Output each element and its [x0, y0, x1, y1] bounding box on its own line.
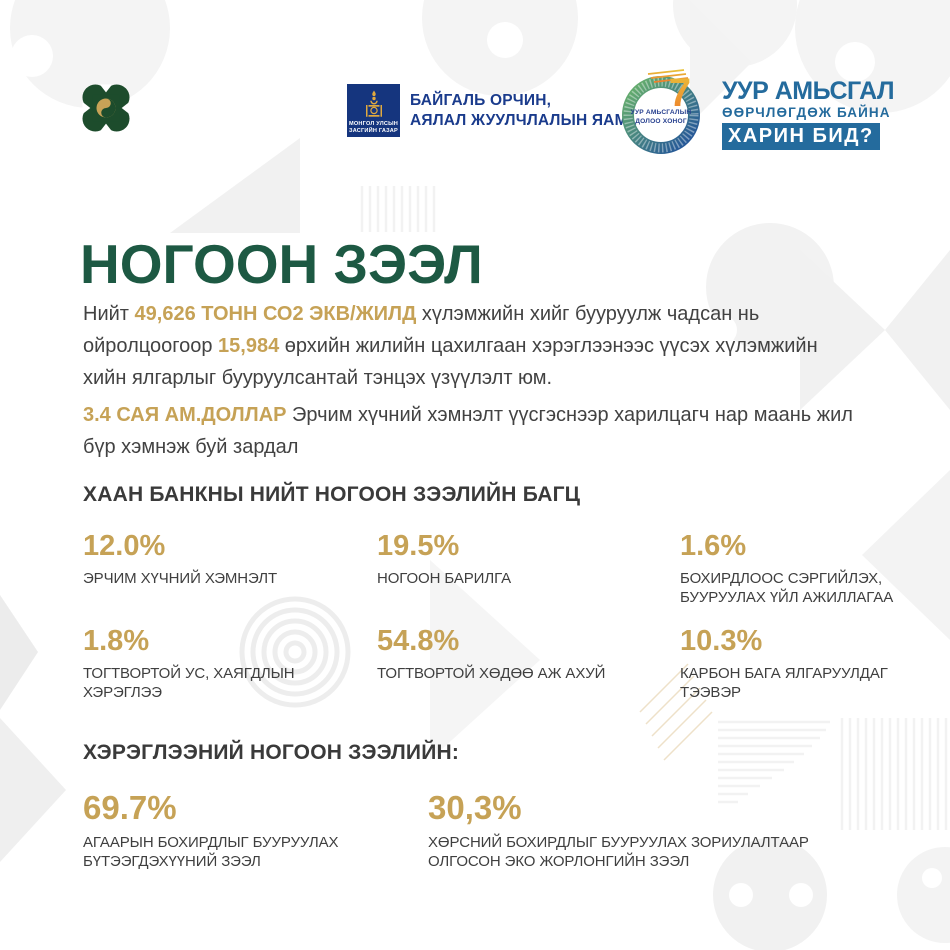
stat-label: НОГООН БАРИЛГА — [377, 570, 511, 587]
page-title: НОГООН ЗЭЭЛ — [80, 233, 483, 295]
stat-value: 19.5% — [377, 530, 460, 562]
stat-value: 1.6% — [680, 530, 747, 562]
stat-air-pollution-loan: 69.7% АГААРЫН БОХИРДЛЫГ БУУРУУЛАХ БҮТЭЭГ… — [83, 791, 443, 871]
stat-eco-toilet-loan: 30,3% ХӨРСНИЙ БОХИРДЛЫГ БУУРУУЛАХ ЗОРИУЛ… — [428, 791, 868, 871]
campaign-line3: ХАРИН БИД? — [722, 123, 880, 150]
khan-logo-arrows — [82, 84, 130, 132]
stat-label: КАРБОН БАГА ЯЛГАРУУЛДАГ ТЭЭВЭР — [680, 665, 888, 701]
seven-numeral: 7 — [669, 71, 691, 115]
climate-week-text2: ДОЛОО ХОНОГ — [635, 118, 687, 125]
ministry-name-line1: БАЙГАЛЬ ОРЧИН, — [410, 91, 552, 109]
p1-pre: Нийт — [83, 303, 135, 325]
p1-highlight-households: 15,984 — [218, 335, 280, 357]
stat-label: ТОГТВОРТОЙ УС, ХАЯГДЛЫН ХЭРЭГЛЭЭ — [83, 665, 295, 701]
khan-bank-logo — [82, 84, 130, 132]
campaign-line2: ӨӨРЧЛӨГДӨЖ БАЙНА — [722, 105, 891, 120]
stat-label: ТОГТВОРТОЙ ХӨДӨӨ АЖ АХУЙ — [377, 665, 606, 682]
paragraph-co2: Нийт 49,626 ТОНН СО2 ЭКВ/ЖИЛД хүлэмжийн … — [83, 298, 858, 394]
consumption-heading: ХЭРЭГЛЭЭНИЙ НОГООН ЗЭЭЛИЙН: — [83, 741, 460, 764]
stat-pollution-prevention: 1.6% БОХИРДЛООС СЭРГИЙЛЭХ, БУУРУУЛАХ ҮЙЛ… — [680, 531, 942, 607]
ministry-logo-group: МОНГОЛ УЛСЫН ЗАСГИЙН ГАЗАР БАЙГАЛЬ ОРЧИН… — [347, 84, 628, 137]
gov-square-line1: МОНГОЛ УЛСЫН — [349, 121, 398, 128]
campaign-line1: УУР АМЬСГАЛ — [722, 77, 895, 105]
p1-post: өрхийн жилийн цахилгаан хэрэглээнээс үүс… — [83, 335, 818, 389]
stat-energy-saving: 12.0% ЭРЧИМ ХҮЧНИЙ ХЭМНЭЛТ — [83, 531, 358, 588]
stat-label: ЭРЧИМ ХҮЧНИЙ ХЭМНЭЛТ — [83, 570, 278, 587]
stat-label: БОХИРДЛООС СЭРГИЙЛЭХ, БУУРУУЛАХ ҮЙЛ АЖИЛ… — [680, 570, 894, 606]
stat-value: 30,3% — [428, 789, 522, 826]
p1-mid: хүлэмжийн хийг бууруулж чадсан нь ойролц… — [83, 303, 760, 357]
soyombo-icon — [365, 90, 382, 117]
climate-week-text1: УУР АМЬСГАЛЫН — [631, 109, 692, 116]
stat-sustainable-water: 1.8% ТОГТВОРТОЙ УС, ХАЯГДЛЫН ХЭРЭГЛЭЭ — [83, 626, 345, 702]
seven-stripes — [647, 69, 689, 83]
stat-value: 69.7% — [83, 789, 177, 826]
stat-label: АГААРЫН БОХИРДЛЫГ БУУРУУЛАХ БҮТЭЭГДЭХҮҮН… — [83, 834, 339, 870]
stat-low-carbon-transport: 10.3% КАРБОН БАГА ЯЛГАРУУЛДАГ ТЭЭВЭР — [680, 626, 948, 702]
p1-highlight-co2: 49,626 ТОНН СО2 ЭКВ/ЖИЛД — [134, 303, 417, 325]
government-emblem: МОНГОЛ УЛСЫН ЗАСГИЙН ГАЗАР — [347, 84, 400, 137]
stat-label: ХӨРСНИЙ БОХИРДЛЫГ БУУРУУЛАХ ЗОРИУЛАЛТААР… — [428, 834, 809, 870]
p2-highlight-usd: 3.4 САЯ АМ.ДОЛЛАР — [83, 404, 287, 426]
stat-value: 54.8% — [377, 625, 460, 657]
portfolio-heading: ХААН БАНКНЫ НИЙТ НОГООН ЗЭЭЛИЙН БАГЦ — [83, 483, 581, 506]
climate-week-logo: 7 УУР АМЬСГАЛЫН ДОЛОО ХОНОГ — [622, 69, 700, 154]
stat-sustainable-agriculture: 54.8% ТОГТВОРТОЙ ХӨДӨӨ АЖ АХУЙ — [377, 626, 672, 683]
p2-text: Эрчим хүчний хэмнэлт үүсгэснээр харилцаг… — [83, 404, 853, 458]
gov-square-line2: ЗАСГИЙН ГАЗАР — [349, 127, 398, 134]
stat-green-building: 19.5% НОГООН БАРИЛГА — [377, 531, 652, 588]
stat-value: 10.3% — [680, 625, 763, 657]
stat-value: 1.8% — [83, 625, 150, 657]
campaign-wordmark: УУР АМЬСГАЛ ӨӨРЧЛӨГДӨЖ БАЙНА ХАРИН БИД? — [722, 79, 902, 150]
ministry-name: БАЙГАЛЬ ОРЧИН, АЯЛАЛ ЖУУЛЧЛАЛЫН ЯАМ — [410, 91, 628, 131]
ministry-name-line2: АЯЛАЛ ЖУУЛЧЛАЛЫН ЯАМ — [410, 111, 628, 129]
paragraph-savings: 3.4 САЯ АМ.ДОЛЛАР Эрчим хүчний хэмнэлт ү… — [83, 399, 858, 463]
stat-value: 12.0% — [83, 530, 166, 562]
